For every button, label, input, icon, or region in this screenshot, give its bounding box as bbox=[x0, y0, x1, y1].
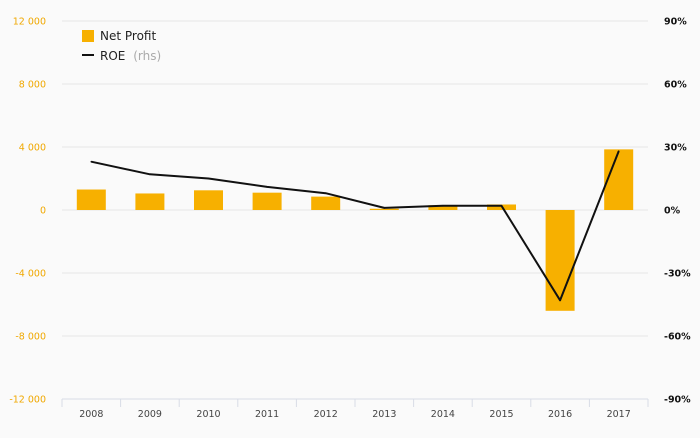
bar bbox=[76, 189, 106, 210]
x-tick-label: 2017 bbox=[607, 409, 631, 420]
roe-point bbox=[324, 192, 327, 194]
y-left-tick-label: -12 000 bbox=[9, 395, 46, 406]
roe-line bbox=[91, 150, 620, 302]
y-right-tick-label: 0% bbox=[664, 206, 681, 217]
legend-label-net-profit: Net Profit bbox=[100, 29, 156, 43]
bar bbox=[252, 192, 282, 210]
y-right-tick-label: 30% bbox=[664, 143, 687, 154]
x-tick-label: 2014 bbox=[431, 409, 455, 420]
roe-point bbox=[149, 173, 151, 176]
bar bbox=[311, 196, 341, 210]
roe-point bbox=[266, 186, 268, 188]
bar bbox=[545, 210, 575, 311]
legend-label-roe-text: ROE bbox=[100, 49, 125, 63]
x-tick-label: 2008 bbox=[79, 409, 103, 420]
y-right-tick-label: 60% bbox=[664, 80, 687, 91]
bar-series-net-profit bbox=[76, 149, 634, 311]
x-tick-label: 2009 bbox=[138, 409, 162, 420]
y-right-tick-label: -90% bbox=[664, 395, 691, 406]
x-tick-label: 2011 bbox=[255, 409, 279, 420]
roe-point bbox=[442, 205, 444, 207]
y-left-tick-label: 0 bbox=[40, 206, 46, 217]
roe-point bbox=[383, 207, 386, 209]
y-left-tick-label: 4 000 bbox=[19, 143, 46, 154]
roe-point bbox=[207, 177, 210, 180]
y-left-tick-label: 8 000 bbox=[19, 80, 46, 91]
y-right-tick-label: -60% bbox=[664, 332, 691, 343]
line-series-roe bbox=[90, 150, 620, 302]
roe-point bbox=[90, 160, 93, 163]
x-tick-label: 2010 bbox=[196, 409, 220, 420]
x-tick-label: 2015 bbox=[489, 409, 513, 420]
y-right-tick-label: -30% bbox=[664, 269, 691, 280]
bar bbox=[604, 149, 634, 210]
legend-swatch-net-profit bbox=[82, 30, 94, 42]
legend-label-roe-suffix: (rhs) bbox=[133, 49, 161, 63]
y-left-tick-label: -8 000 bbox=[15, 332, 46, 343]
x-tick-label: 2016 bbox=[548, 409, 572, 420]
x-tick-label: 2012 bbox=[314, 409, 338, 420]
y-left-tick-label: -4 000 bbox=[15, 269, 46, 280]
x-tick-label: 2013 bbox=[372, 409, 396, 420]
bar bbox=[194, 190, 223, 210]
y-right-tick-label: 90% bbox=[664, 17, 687, 28]
legend-label-roe: ROE (rhs) bbox=[100, 49, 161, 63]
roe-point bbox=[559, 299, 561, 302]
bar bbox=[135, 193, 165, 210]
roe-point bbox=[500, 205, 503, 207]
legend: Net Profit ROE (rhs) bbox=[82, 29, 161, 63]
axes: 12 000 8 000 4 000 0 -4 000 -8 000 -12 000 90% 6… bbox=[9, 17, 691, 421]
bar bbox=[369, 208, 399, 210]
roe-point bbox=[617, 150, 620, 152]
y-left-tick-label: 12 000 bbox=[13, 17, 46, 28]
bar bbox=[428, 205, 458, 210]
